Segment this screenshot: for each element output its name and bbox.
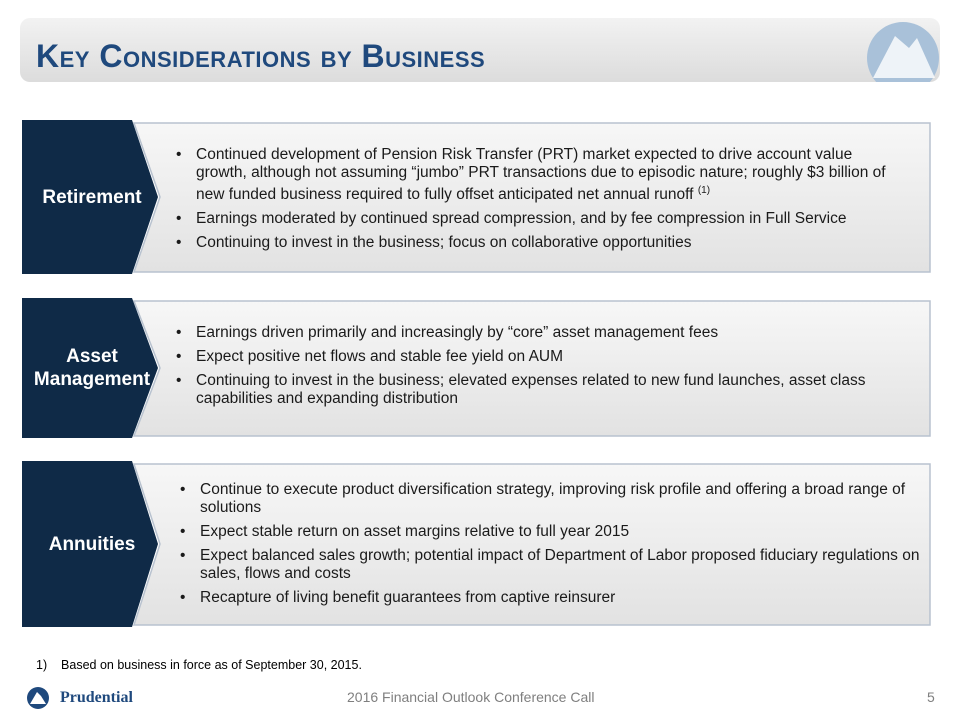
bullet: Continuing to invest in the business; fo…: [172, 234, 892, 252]
logo-icon: [867, 22, 939, 82]
label-chevron: [22, 461, 158, 627]
bullet-text: Continuing to invest in the business; fo…: [196, 234, 692, 252]
bullet-text: Earnings moderated by continued spread c…: [196, 210, 847, 228]
footer-event: 2016 Financial Outlook Conference Call: [347, 689, 595, 705]
section: Annuities Continue to execute product div…: [22, 461, 934, 627]
bullet: Earnings driven primarily and increasing…: [172, 324, 892, 342]
bullet-list: Continue to execute product diversificat…: [176, 481, 921, 613]
section-label: Asset Management: [33, 346, 151, 390]
footer-logo: Prudential: [60, 689, 133, 706]
title: Key Considerations by Business: [36, 38, 486, 74]
bullet: Continuing to invest in the business; el…: [172, 372, 892, 408]
footnote: 1) Based on business in force as of Sept…: [36, 658, 362, 672]
bullet: Recapture of living benefit guarantees f…: [176, 589, 921, 607]
label-chevron: [22, 298, 158, 438]
bullet: Expect positive net flows and stable fee…: [172, 348, 892, 366]
footnote-ref: (1): [697, 185, 711, 196]
bullet-text: Expect stable return on asset margins re…: [200, 523, 630, 540]
bullet-text: Continued development of Pension Risk Tr…: [196, 146, 886, 204]
section: Retirement Continued development of Pensi…: [22, 120, 934, 274]
bullet-text: Expect positive net flows and stable fee…: [196, 348, 564, 365]
bullet-text: Continuing to invest in the business; el…: [196, 372, 866, 407]
bullet-text: Recapture of living benefit guarantees f…: [200, 589, 616, 606]
section-label: Annuities: [48, 533, 136, 555]
bullet-text: Earnings driven primarily and increasing…: [196, 324, 719, 341]
bullet: Continue to execute product diversificat…: [176, 481, 921, 517]
bullet: Continued development of Pension Risk Tr…: [172, 146, 892, 204]
bullet: Expect balanced sales growth; potential …: [176, 547, 921, 583]
bullet: Earnings moderated by continued spread c…: [172, 210, 892, 228]
footnote-marker: 1): [36, 658, 48, 672]
bullet-text: Expect balanced sales growth; potential …: [200, 547, 920, 582]
bullet: Expect stable return on asset margins re…: [176, 523, 921, 541]
header-bar: Key Considerations by Business: [20, 18, 940, 82]
page-number: 5: [927, 689, 935, 705]
label-chevron: [22, 120, 158, 274]
footer-logo-icon: [27, 687, 49, 709]
footnote-text: Based on business in force as of Septemb…: [61, 658, 362, 672]
section: Asset Management Earnings driven primaril…: [22, 298, 934, 438]
bullet-text: Continue to execute product diversificat…: [200, 481, 906, 516]
section-label: Retirement: [42, 186, 142, 208]
bullet-list: Continued development of Pension Risk Tr…: [172, 146, 892, 258]
bullet-list: Earnings driven primarily and increasing…: [172, 324, 892, 414]
